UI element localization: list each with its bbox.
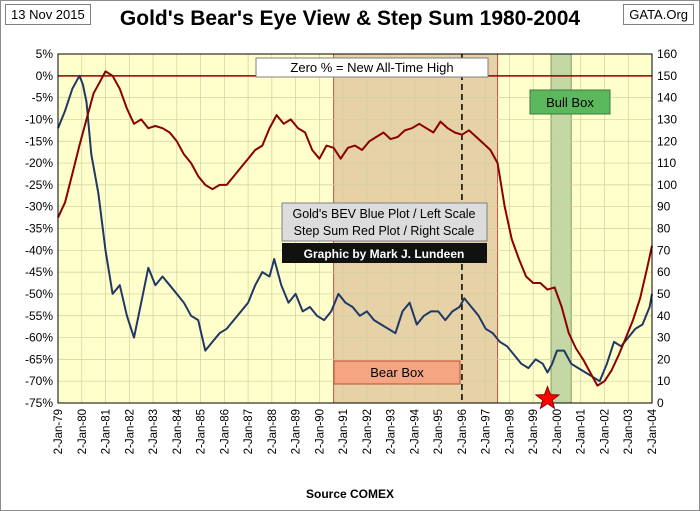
star-marker <box>534 385 561 410</box>
x-axis-tick-label: 2-Jan-83 <box>148 409 160 454</box>
x-axis-tick-label: 2-Jan-03 <box>623 409 635 454</box>
left-axis-tick-label: -30% <box>25 200 53 214</box>
x-axis-tick-label: 2-Jan-89 <box>291 409 303 454</box>
left-axis-tick-label: -45% <box>25 265 53 279</box>
plot-border <box>57 53 653 404</box>
date-label: 13 Nov 2015 <box>5 4 91 25</box>
left-axis-tick-label: -75% <box>25 396 53 410</box>
zero-note-label: Zero % = New All-Time High <box>290 60 453 75</box>
right-axis-tick-label: 120 <box>657 134 677 148</box>
footer-source: Source COMEX <box>305 487 395 501</box>
left-axis-tick-label: -60% <box>25 331 53 345</box>
right-axis-tick-label: 20 <box>657 352 671 366</box>
source-tag: GATA.Org <box>623 4 694 25</box>
right-axis-tick-label: 50 <box>657 287 671 301</box>
x-axis-tick-label: 2-Jan-97 <box>481 409 493 454</box>
x-axis-tick-label: 2-Jan-84 <box>172 408 184 454</box>
right-axis-tick-label: 160 <box>657 47 677 61</box>
left-axis-tick-label: -65% <box>25 352 53 366</box>
bear-box-label: Bear Box <box>370 365 424 380</box>
left-axis-tick-label: -10% <box>25 112 53 126</box>
bull-box-label-bg <box>529 89 611 115</box>
step-sum-series-line <box>57 70 653 387</box>
left-axis-tick-label: 0% <box>36 69 54 83</box>
x-axis-tick-label: 2-Jan-93 <box>386 409 398 454</box>
left-axis-tick-label: 5% <box>36 47 54 61</box>
chart-title: Gold's Bear's Eye View & Step Sum 1980-2… <box>119 7 581 30</box>
right-axis-tick-label: 90 <box>657 200 671 214</box>
right-axis-tick-label: 30 <box>657 331 671 345</box>
legend-box <box>281 202 488 242</box>
x-axis-tick-label: 2-Jan-91 <box>338 409 350 454</box>
x-axis-tick-label: 2-Jan-94 <box>409 408 421 454</box>
left-axis-tick-label: -50% <box>25 287 53 301</box>
zero-note-box <box>255 57 489 78</box>
right-axis-tick-label: 70 <box>657 243 671 257</box>
x-axis-tick-label: 2-Jan-92 <box>362 409 374 454</box>
credit-label: Graphic by Mark J. Lundeen <box>304 247 465 261</box>
left-axis-tick-label: -5% <box>32 91 54 105</box>
bull-box-label: Bull Box <box>546 95 594 110</box>
x-axis-tick-label: 2-Jan-90 <box>314 409 326 454</box>
left-axis-tick-label: -70% <box>25 374 53 388</box>
x-axis-tick-label: 2-Jan-85 <box>196 409 208 454</box>
x-axis-tick-label: 2-Jan-95 <box>433 409 445 454</box>
x-axis-tick-label: 2-Jan-04 <box>647 408 659 454</box>
x-axis-tick-label: 2-Jan-88 <box>267 409 279 454</box>
right-axis-tick-label: 60 <box>657 265 671 279</box>
legend-line-step-sum: Step Sum Red Plot / Right Scale <box>294 224 475 238</box>
right-axis-tick-label: 80 <box>657 222 671 236</box>
right-axis-tick-label: 140 <box>657 91 677 105</box>
x-axis-tick-label: 2-Jan-81 <box>101 409 113 454</box>
right-axis-tick-label: 10 <box>657 374 671 388</box>
right-axis-tick-label: 40 <box>657 309 671 323</box>
legend-line-bev: Gold's BEV Blue Plot / Left Scale <box>292 207 475 221</box>
bev-series-line <box>57 74 653 383</box>
bear-box-label-bg <box>333 360 461 385</box>
left-axis-tick-label: -15% <box>25 134 53 148</box>
left-axis-tick-label: -20% <box>25 156 53 170</box>
right-axis-tick-label: 110 <box>657 156 676 170</box>
left-axis-tick-label: -55% <box>25 309 53 323</box>
x-axis-tick-label: 2-Jan-99 <box>528 409 540 454</box>
right-axis-tick-label: 100 <box>657 178 677 192</box>
x-axis-tick-label: 2-Jan-01 <box>576 409 588 454</box>
x-axis-tick-label: 2-Jan-80 <box>77 409 89 454</box>
left-axis-tick-label: -35% <box>25 222 53 236</box>
x-axis-tick-label: 2-Jan-02 <box>599 409 611 454</box>
left-axis-tick-label: -25% <box>25 178 53 192</box>
x-axis-tick-label: 2-Jan-86 <box>219 409 231 454</box>
x-axis-tick-label: 2-Jan-79 <box>53 409 65 454</box>
credit-box <box>282 243 487 263</box>
x-axis-tick-label: 2-Jan-96 <box>457 409 469 454</box>
right-axis-tick-label: 0 <box>657 396 664 410</box>
x-axis-tick-label: 2-Jan-82 <box>124 409 136 454</box>
left-axis-tick-label: -40% <box>25 243 53 257</box>
x-axis-tick-label: 2-Jan-87 <box>243 409 255 454</box>
x-axis-tick-label: 2-Jan-00 <box>552 409 564 454</box>
right-axis-tick-label: 130 <box>657 112 677 126</box>
right-axis-tick-label: 150 <box>657 69 677 83</box>
x-axis-tick-label: 2-Jan-98 <box>504 409 516 454</box>
